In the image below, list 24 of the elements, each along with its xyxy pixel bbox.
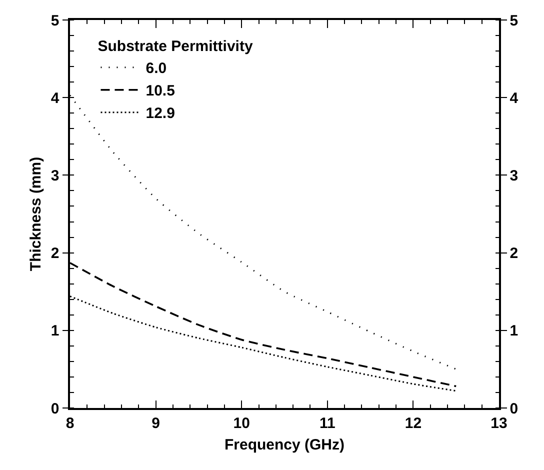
x-axis-title: Frequency (GHz)	[224, 436, 345, 454]
y-tick-label: 3	[50, 167, 60, 184]
x-tick-label: 13	[490, 414, 508, 432]
legend-label: 10.5	[146, 82, 175, 100]
y2-tick-label: 5	[510, 12, 518, 30]
legend-label: 12.9	[146, 105, 175, 122]
y-tick-label: 0	[50, 400, 60, 418]
y-axis-title: Thickness (mm)	[28, 156, 45, 272]
x-tick-label: 11	[319, 414, 336, 432]
y-tick-label: 5	[50, 12, 60, 30]
legend-title: Substrate Permittivity	[98, 38, 254, 56]
y2-tick-label: 4	[510, 90, 519, 107]
x-tick-label: 8	[66, 414, 74, 432]
x-tick-label: 9	[152, 414, 160, 432]
y2-tick-label: 3	[510, 167, 518, 184]
y2-tick-label: 2	[510, 245, 518, 262]
y-tick-label: 2	[50, 245, 60, 262]
y2-tick-label: 0	[510, 400, 518, 418]
y-tick-label: 4	[50, 90, 60, 107]
x-tick-label: 12	[404, 414, 422, 432]
legend-label: 6.0	[146, 60, 167, 78]
x-tick-label: 10	[233, 414, 250, 432]
y2-tick-label: 1	[510, 322, 518, 340]
y-tick-label: 1	[50, 322, 60, 340]
